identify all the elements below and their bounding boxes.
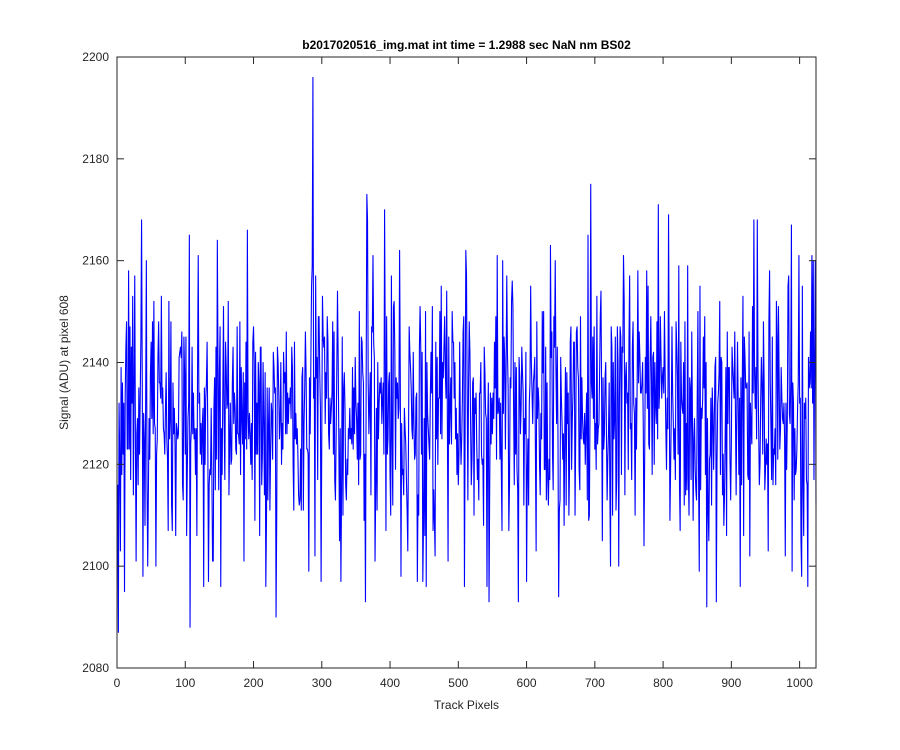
y-tick-label: 2160 [82, 254, 109, 268]
x-tick-label: 800 [653, 676, 673, 690]
y-tick-label: 2100 [82, 559, 109, 573]
x-tick-label: 200 [244, 676, 264, 690]
x-tick-label: 700 [585, 676, 605, 690]
x-axis-label: Track Pixels [434, 698, 499, 712]
x-tick-label: 300 [312, 676, 332, 690]
ticks-layer: 0 100 200 300 400 500 600 700 800 900 1000 2080 2100… [82, 50, 816, 690]
y-axis-label: Signal (ADU) at pixel 608 [57, 295, 71, 430]
x-tick-label: 900 [721, 676, 741, 690]
x-tick-label: 500 [448, 676, 468, 690]
y-tick-label: 2080 [82, 661, 109, 675]
x-tick-label: 600 [517, 676, 537, 690]
y-tick-label: 2200 [82, 50, 109, 64]
y-tick-label: 2120 [82, 457, 109, 471]
x-tick-label: 1000 [786, 676, 813, 690]
x-tick-label: 0 [114, 676, 121, 690]
chart-title: b2017020516_img.mat int time = 1.2988 se… [302, 38, 631, 52]
x-tick-label: 100 [175, 676, 195, 690]
y-tick-label: 2140 [82, 356, 109, 370]
series-layer [117, 76, 817, 633]
x-tick-label: 400 [380, 676, 400, 690]
series-line [117, 76, 817, 633]
y-tick-label: 2180 [82, 152, 109, 166]
